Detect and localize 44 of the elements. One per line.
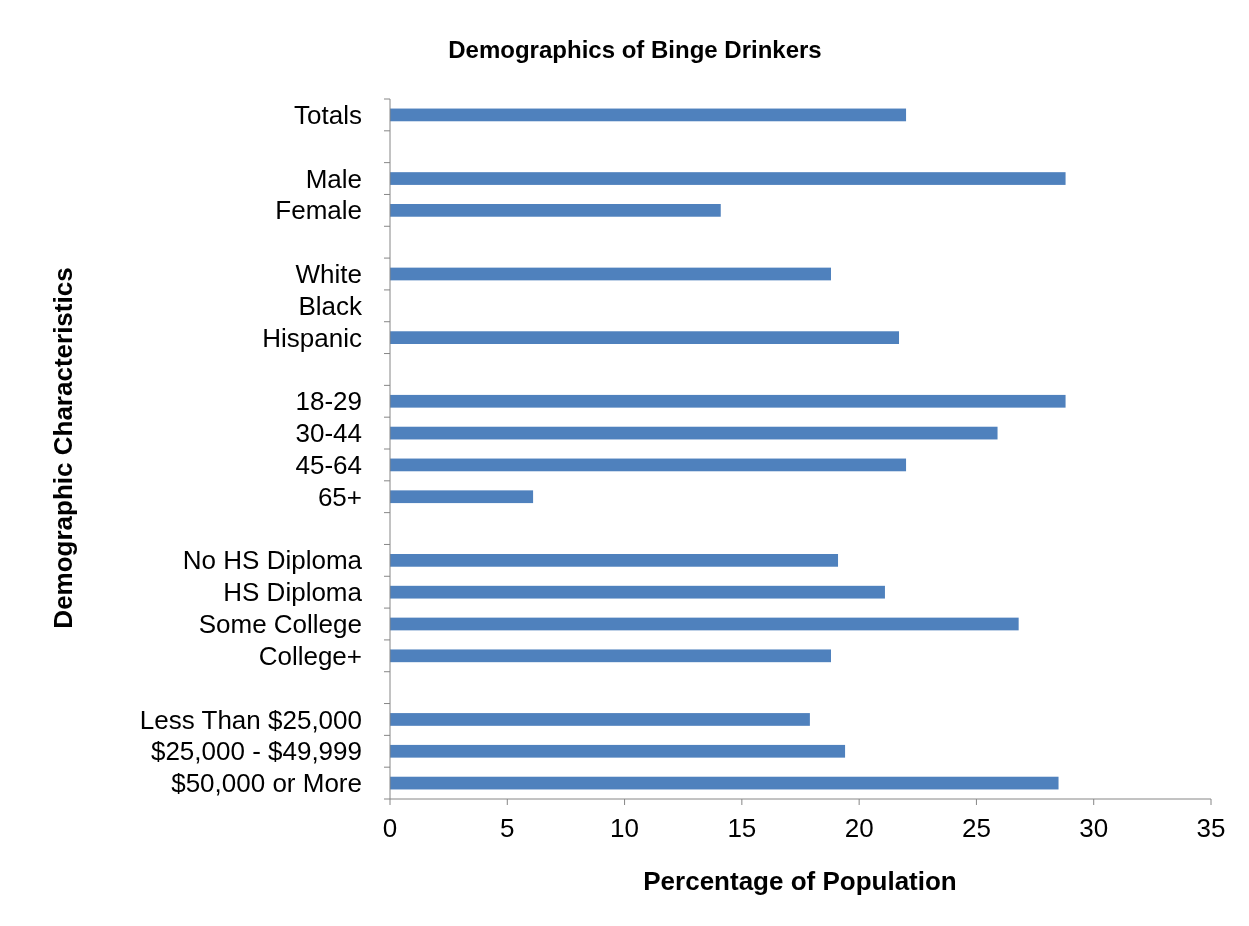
- y-tick-label: $50,000 or More: [171, 768, 362, 799]
- y-tick-label: Less Than $25,000: [139, 704, 362, 735]
- bar: [390, 554, 839, 567]
- x-tick-label: 0: [382, 813, 398, 843]
- y-tick-label: HS Diploma: [223, 577, 363, 608]
- y-tick-label: No HS Diploma: [182, 545, 363, 576]
- bar: [390, 490, 534, 504]
- y-tick-label: Some College: [198, 609, 362, 640]
- y-tick-label: Totals: [294, 100, 362, 131]
- bar: [390, 204, 721, 217]
- y-tick-label: Hispanic: [262, 322, 362, 353]
- x-tick-label: 30: [1079, 813, 1109, 843]
- y-tick-label: Female: [275, 195, 362, 226]
- x-tick-label: 10: [610, 813, 640, 843]
- x-tick-label: 20: [844, 813, 874, 843]
- y-tick-label: Male: [305, 163, 362, 194]
- x-axis-title: Percentage of Population: [643, 866, 957, 896]
- bar: [390, 649, 831, 663]
- y-tick-label: 30-44: [295, 418, 362, 449]
- y-tick-label: 65+: [317, 481, 362, 512]
- bar: [390, 713, 810, 726]
- bar: [390, 267, 831, 281]
- y-tick-label: White: [295, 259, 362, 290]
- bar: [390, 108, 907, 122]
- bar: [390, 172, 1066, 185]
- y-tick-label: Black: [298, 290, 363, 321]
- chart-title: Demographics of Binge Drinkers: [448, 36, 822, 63]
- x-tick-label: 25: [961, 813, 991, 843]
- bar: [390, 426, 998, 440]
- y-tick-label: $25,000 - $49,999: [150, 736, 362, 767]
- y-axis-title: Demographic Characteristics: [48, 267, 78, 629]
- bar: [390, 585, 885, 599]
- bar: [390, 744, 846, 758]
- bar: [390, 776, 1059, 790]
- x-tick-label: 35: [1196, 813, 1226, 843]
- x-tick-label: 5: [500, 813, 515, 843]
- x-tick-label: 15: [727, 813, 757, 843]
- bar: [390, 617, 1019, 631]
- y-tick-label: College+: [258, 640, 362, 671]
- y-tick-label: 18-29: [295, 386, 362, 417]
- y-tick-label: 45-64: [295, 450, 362, 481]
- bar: [390, 458, 907, 472]
- bar: [390, 331, 900, 344]
- bar: [390, 394, 1066, 408]
